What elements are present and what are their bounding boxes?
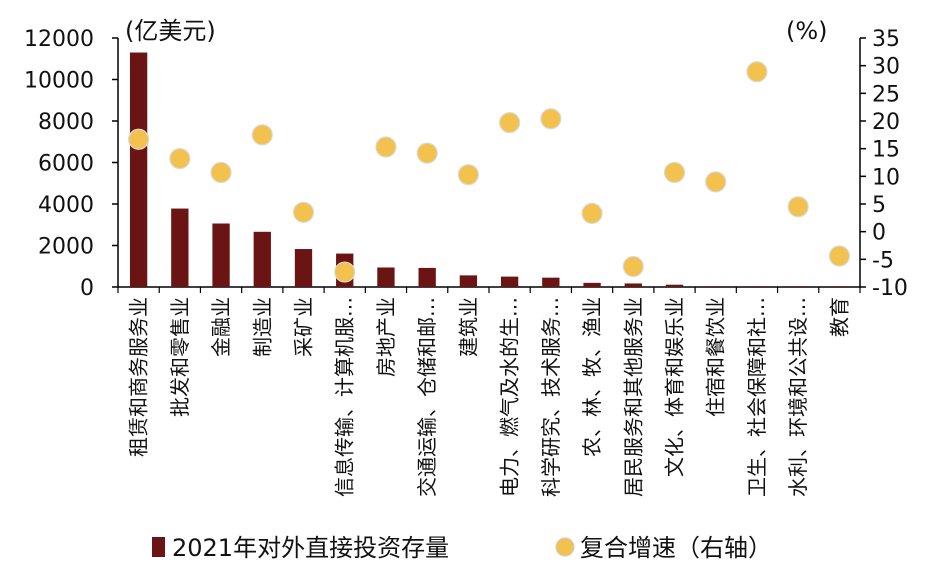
category-label: 制造业 xyxy=(250,297,274,357)
right-tick-label: 10 xyxy=(872,165,900,190)
legend-bar-label: 2021年对外直接投资存量 xyxy=(172,534,449,562)
right-tick-label: 20 xyxy=(872,110,900,135)
bar xyxy=(171,208,189,287)
left-tick-label: 0 xyxy=(80,276,94,301)
scatter-point xyxy=(540,108,562,130)
category-label: 采矿业 xyxy=(292,297,316,357)
bar xyxy=(500,276,519,287)
bar xyxy=(253,231,271,287)
scatter-point xyxy=(169,148,191,170)
right-tick-label: 25 xyxy=(872,82,900,107)
axes: 020004000600080001000012000-10-505101520… xyxy=(24,27,908,301)
category-label: 电力、燃气及水的生… xyxy=(498,297,522,497)
category-label: 文化、体育和娱乐业 xyxy=(663,297,687,477)
left-axis-unit: (亿美元) xyxy=(125,17,216,45)
scatter-point xyxy=(622,255,644,278)
category-label: 科学研究、技术服务… xyxy=(539,297,563,497)
category-label: 批发和零售业 xyxy=(168,297,192,417)
category-label: 卫生、社会保障和社… xyxy=(745,297,769,497)
bar xyxy=(377,267,395,287)
scatter-point xyxy=(457,164,479,186)
category-label: 水利、环境和公共设… xyxy=(786,297,810,497)
category-labels: 租赁和商务服务业 批发和零售业 金融业 制造业 采矿业 信息传输、计算机服… 房地产业 交通运… xyxy=(127,297,852,497)
bar xyxy=(294,249,313,287)
bar xyxy=(129,52,148,288)
left-tick-label: 4000 xyxy=(38,193,94,218)
scatter-point xyxy=(416,142,438,164)
legend-bar-swatch xyxy=(152,537,165,557)
scatter-point xyxy=(663,161,686,184)
category-label: 交通运输、仓储和邮… xyxy=(415,297,439,497)
left-tick-label: 6000 xyxy=(38,152,94,177)
left-tick-label: 2000 xyxy=(38,235,94,260)
category-label: 农、林、牧、渔业 xyxy=(580,297,604,457)
category-label: 住宿和餐饮业 xyxy=(704,297,728,417)
scatter-point xyxy=(128,128,150,150)
legend-dot-swatch xyxy=(555,537,575,557)
scatter-series xyxy=(128,61,850,283)
bar xyxy=(665,284,684,287)
scatter-point xyxy=(375,136,397,158)
scatter-point xyxy=(251,124,273,146)
category-label: 房地产业 xyxy=(374,297,398,377)
scatter-point xyxy=(705,171,727,193)
bar xyxy=(418,267,436,287)
category-label: 教育 xyxy=(827,297,851,337)
right-tick-label: 5 xyxy=(872,193,886,218)
bar xyxy=(459,275,478,287)
bar-series xyxy=(129,52,849,288)
legend: 2021年对外直接投资存量 复合增速（右轴） xyxy=(152,534,772,562)
category-label: 信息传输、计算机服… xyxy=(333,297,357,497)
bar xyxy=(212,223,230,287)
left-tick-label: 12000 xyxy=(24,27,94,52)
bar xyxy=(789,286,807,287)
scatter-point xyxy=(292,201,315,223)
right-tick-label: -10 xyxy=(872,276,908,301)
category-label: 租赁和商务服务业 xyxy=(127,297,151,457)
bar xyxy=(748,286,766,287)
scatter-point xyxy=(746,61,768,83)
right-tick-label: 15 xyxy=(872,138,900,163)
scatter-point xyxy=(210,161,232,184)
bar xyxy=(707,286,725,287)
left-tick-label: 8000 xyxy=(38,110,94,135)
legend-dot-label: 复合增速（右轴） xyxy=(580,534,772,562)
right-tick-label: 0 xyxy=(872,221,886,246)
right-tick-label: -5 xyxy=(872,248,894,273)
bar xyxy=(583,282,601,287)
scatter-point xyxy=(499,112,521,134)
right-axis-unit: (%) xyxy=(786,17,828,45)
category-label: 建筑业 xyxy=(456,297,480,357)
right-tick-label: 35 xyxy=(872,27,900,52)
category-label: 居民服务和其他服务业 xyxy=(621,297,645,497)
bar xyxy=(830,286,849,287)
scatter-point xyxy=(828,245,850,267)
scatter-point xyxy=(581,202,603,225)
scatter-point xyxy=(334,261,356,283)
category-label: 金融业 xyxy=(209,297,233,357)
bar xyxy=(624,283,642,287)
scatter-point xyxy=(787,196,809,218)
left-tick-label: 10000 xyxy=(24,69,94,94)
right-tick-label: 30 xyxy=(872,55,900,80)
bar xyxy=(542,277,560,287)
